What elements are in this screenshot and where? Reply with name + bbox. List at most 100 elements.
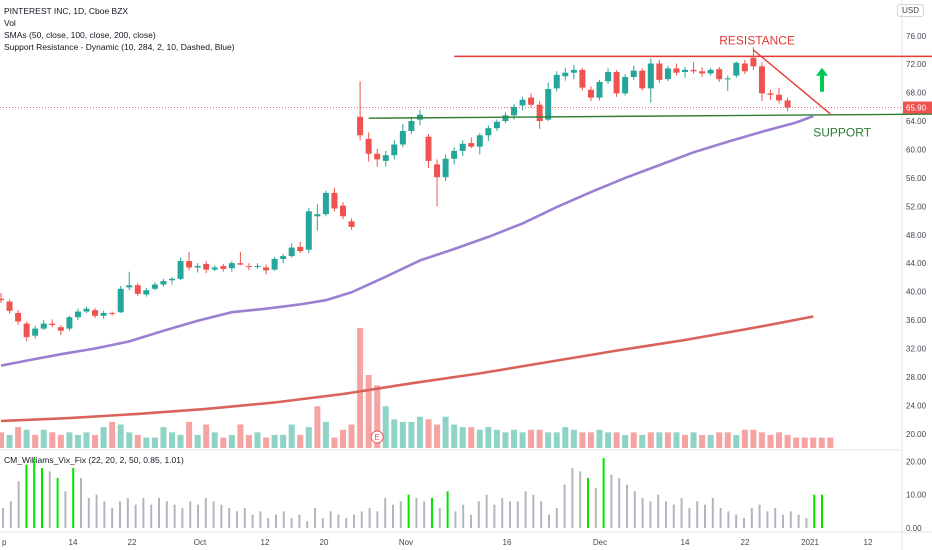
- volume-bar: [211, 432, 218, 448]
- volume-bar: [451, 424, 458, 448]
- candle-body: [160, 280, 167, 285]
- earnings-marker-icon: [370, 430, 384, 444]
- volume-bar: [664, 432, 671, 448]
- volume-bar: [425, 419, 432, 448]
- price-tick-label: 64.00: [906, 117, 927, 126]
- volume-bar: [6, 434, 13, 448]
- candle-body: [322, 192, 329, 215]
- time-tick-label: 12: [261, 538, 270, 547]
- volume-bar: [519, 432, 526, 448]
- candle-body: [23, 323, 30, 338]
- volume-bar: [399, 421, 406, 448]
- sma-legend[interactable]: SMAs (50, close, 100, close, 200, close): [4, 30, 156, 40]
- price-tick-label: 60.00: [906, 145, 927, 154]
- price-tick-label: 28.00: [906, 373, 927, 382]
- candle-body: [83, 308, 90, 312]
- price-tick-label: 40.00: [906, 288, 927, 297]
- volume-bar: [83, 432, 90, 448]
- volume-bar: [699, 434, 706, 448]
- candle-body: [741, 63, 748, 72]
- volume-bar: [288, 424, 295, 448]
- price-tick-label: 48.00: [906, 231, 927, 240]
- candle-body: [92, 310, 99, 316]
- volume-bar: [348, 424, 355, 448]
- candle-body: [15, 312, 22, 322]
- volume-bar: [434, 424, 441, 448]
- candle-body: [391, 144, 398, 156]
- candle-body: [724, 78, 731, 80]
- volume-bar: [280, 434, 287, 448]
- volume-bar: [716, 432, 723, 448]
- symbol-title[interactable]: PINTEREST INC, 1D, Cboe BZX: [4, 6, 129, 16]
- volume-bar: [528, 429, 535, 448]
- vix-tick-label: 10.00: [906, 491, 927, 500]
- time-tick-label: 2021: [801, 538, 819, 547]
- volume-bar: [818, 437, 825, 448]
- vix-tick-label: 20.00: [906, 457, 927, 466]
- volume-bar: [656, 432, 663, 448]
- candle-body: [776, 94, 783, 101]
- candle-body: [647, 63, 654, 89]
- price-tick-label: 44.00: [906, 259, 927, 268]
- volume-bar: [776, 432, 783, 448]
- volume-bar: [682, 434, 688, 448]
- volume-bar: [331, 437, 338, 448]
- volume-bar: [228, 434, 235, 448]
- candle-body: [194, 266, 201, 268]
- volume-bar: [237, 424, 244, 448]
- support-line: [368, 113, 932, 119]
- price-tick-label: 68.00: [906, 89, 927, 98]
- volume-bar: [673, 432, 680, 448]
- candle-body: [32, 328, 39, 336]
- volume-bar: [442, 416, 449, 448]
- volume-bar: [117, 424, 124, 448]
- candle-body: [536, 104, 543, 122]
- candle-body: [690, 69, 697, 72]
- candle-body: [263, 267, 270, 271]
- vix-fix-legend[interactable]: CM_Williams_Vix_Fix (22, 20, 2, 50, 0.85…: [4, 455, 184, 465]
- volume-bar: [416, 416, 423, 448]
- candle-body: [511, 106, 517, 116]
- volume-bar: [596, 429, 603, 448]
- candle-body: [733, 62, 740, 76]
- volume-bar: [203, 424, 210, 448]
- candle-body: [493, 121, 500, 129]
- current-price-badge: [903, 101, 932, 114]
- volume-bar: [562, 427, 569, 448]
- candle-body: [340, 205, 346, 217]
- volume-bar: [579, 432, 586, 448]
- candle-body: [288, 247, 295, 257]
- volume-bar: [793, 437, 800, 448]
- candle-body: [750, 57, 757, 67]
- candle-body: [177, 261, 184, 279]
- volume-bar: [570, 429, 577, 448]
- volume-legend[interactable]: Vol: [4, 18, 16, 28]
- candle-body: [169, 278, 175, 281]
- current-price-label: 65.90: [906, 104, 927, 113]
- candle-body: [553, 74, 560, 89]
- candle-body: [220, 266, 227, 269]
- candle-body: [408, 121, 415, 132]
- candle-body: [767, 93, 774, 95]
- volume-bar: [49, 432, 56, 448]
- price-tick-label: 36.00: [906, 316, 927, 325]
- candle-body: [562, 72, 569, 77]
- candle-body: [613, 72, 620, 94]
- candle-body: [758, 66, 765, 94]
- volume-bar: [314, 406, 321, 448]
- candle-body: [382, 155, 389, 161]
- up-arrow-icon: [816, 67, 828, 92]
- resistance-annotation: RESISTANCE: [719, 33, 795, 47]
- volume-bar: [365, 374, 372, 448]
- candle-body: [117, 288, 124, 313]
- currency-badge[interactable]: USD: [897, 4, 924, 17]
- candle-body: [40, 323, 47, 329]
- support-resistance-legend[interactable]: Support Resistance - Dynamic (10, 284, 2…: [4, 42, 235, 52]
- volume-bar: [724, 432, 731, 448]
- volume-bar: [66, 432, 73, 448]
- candle-body: [151, 284, 158, 289]
- volume-bar: [271, 434, 278, 448]
- volume-bar: [126, 432, 133, 448]
- volume-bar: [827, 437, 834, 448]
